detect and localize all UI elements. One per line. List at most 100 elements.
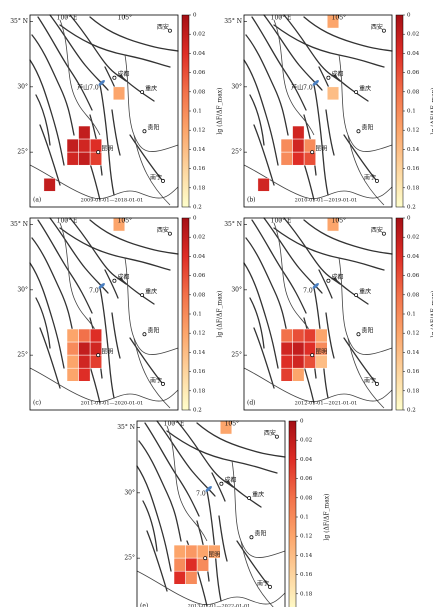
colorbar-tick-label: 0.04 xyxy=(193,51,206,57)
grid-cell xyxy=(66,354,79,369)
grid-cell xyxy=(173,544,186,559)
grid-cell xyxy=(43,178,56,192)
city-marker xyxy=(249,535,254,540)
city-label: 南宁 xyxy=(364,173,376,181)
city-label: 西安 xyxy=(371,23,383,31)
city-marker xyxy=(140,293,145,298)
grid-cell xyxy=(66,151,79,166)
colorbar-tick-label: 0.06 xyxy=(407,70,420,76)
map-frame xyxy=(29,14,179,208)
grid-cell xyxy=(292,354,305,369)
colorbar-tick-label: 0.1 xyxy=(407,312,416,318)
colorbar-tick-label: 0.1 xyxy=(300,515,309,521)
colorbar-tick-label: 0.08 xyxy=(193,292,206,298)
city-label: 昆明 xyxy=(208,552,220,559)
city-label: 成都 xyxy=(331,273,343,281)
colorbar-tick-label: 0.02 xyxy=(300,438,312,444)
grid-cell xyxy=(292,328,305,343)
panel-label: (e) xyxy=(140,603,148,607)
city-label: 贵阳 xyxy=(361,327,373,335)
colorbar-tick-label: 0.2 xyxy=(193,205,202,211)
lon-tick-label: 105° xyxy=(332,15,346,22)
grid-cell xyxy=(89,151,102,166)
grid-cell xyxy=(257,178,270,192)
grid-cell xyxy=(208,544,221,559)
colorbar-tick-label: 0.1 xyxy=(193,312,202,318)
colorbar-tick-label: 0.14 xyxy=(193,147,206,153)
colorbar-tick-label: 0.2 xyxy=(193,408,202,414)
city-label: 昆明 xyxy=(315,349,327,356)
event-marker xyxy=(312,80,319,86)
grid-cell xyxy=(113,86,126,101)
lon-tick-label: 100° E xyxy=(57,218,78,225)
city-label: 昆明 xyxy=(101,146,113,153)
colorbar-tick-label: 0.08 xyxy=(193,89,206,95)
grid-cell xyxy=(185,557,198,572)
lon-tick-label: 105° xyxy=(332,218,346,225)
grid-cell xyxy=(303,328,316,343)
event-marker xyxy=(98,80,105,86)
grid-cell xyxy=(89,354,102,369)
lat-tick-label: 35° N xyxy=(117,424,135,431)
colorbar-tick-label: 0.2 xyxy=(407,408,416,414)
grid-cell xyxy=(292,341,305,356)
colorbar-tick-label: 0.2 xyxy=(407,205,416,211)
grid-cell xyxy=(280,151,293,166)
colorbar-tick-label: 0.06 xyxy=(193,70,206,76)
period-label: 2009-01-01—2018-01-01 xyxy=(81,198,144,204)
city-label: 西安 xyxy=(157,226,169,234)
city-marker xyxy=(310,353,315,358)
city-label: 重庆 xyxy=(359,85,371,93)
city-marker xyxy=(381,231,386,236)
colorbar xyxy=(181,14,190,208)
lat-tick-label: 30° xyxy=(231,83,242,90)
city-marker xyxy=(142,332,147,337)
panel-label: (b) xyxy=(247,197,256,204)
grid-cell xyxy=(292,138,305,153)
city-label: 西安 xyxy=(264,429,276,437)
city-marker xyxy=(112,75,117,80)
grid-cell xyxy=(78,328,91,343)
colorbar-tick-label: 0.04 xyxy=(300,457,313,463)
city-label: 南宁 xyxy=(150,376,162,384)
city-marker xyxy=(354,293,359,298)
grid-cell xyxy=(78,125,91,140)
colorbar-tick-label: 0.08 xyxy=(300,495,313,501)
lat-tick-label: 25° xyxy=(17,149,28,156)
colorbar-tick-label: 0 xyxy=(193,13,197,19)
grid-cell xyxy=(89,138,102,153)
lat-tick-label: 30° xyxy=(231,286,242,293)
event-label: 7.0 xyxy=(89,287,99,294)
grid-cell xyxy=(66,341,79,356)
period-label: 2011-01-01—2020-01-01 xyxy=(81,401,144,407)
lat-tick-label: 25° xyxy=(231,149,242,156)
lat-tick-label: 30° xyxy=(17,286,28,293)
event-label: 7.0 xyxy=(196,490,206,497)
grid-cell xyxy=(280,328,293,343)
grid-cell xyxy=(196,544,209,559)
colorbar-tick-label: 0.12 xyxy=(407,331,419,337)
colorbar-tick-label: 0.08 xyxy=(407,89,420,95)
grid-cell xyxy=(280,138,293,153)
city-marker xyxy=(375,178,379,183)
lat-tick-label: 30° xyxy=(124,489,135,496)
colorbar-tick-label: 0.16 xyxy=(300,572,313,578)
colorbar-tick-label: 0.02 xyxy=(407,32,419,38)
colorbar-tick-label: 0.04 xyxy=(407,254,420,260)
city-label: 成都 xyxy=(117,70,129,78)
colorbar-label: lg (ΔF/ΔF_max) xyxy=(431,87,433,134)
period-label: 2012-01-01—2021-01-01 xyxy=(295,401,358,407)
city-marker xyxy=(96,353,101,358)
city-marker xyxy=(356,129,361,134)
event-marker xyxy=(312,283,319,289)
grid-cell xyxy=(173,557,186,572)
city-marker xyxy=(161,381,165,386)
city-label: 西安 xyxy=(157,23,169,31)
colorbar-tick-label: 0.14 xyxy=(193,350,206,356)
city-marker xyxy=(161,178,165,183)
colorbar-tick-label: 0.16 xyxy=(193,166,206,172)
lat-tick-label: 35° N xyxy=(224,18,242,25)
